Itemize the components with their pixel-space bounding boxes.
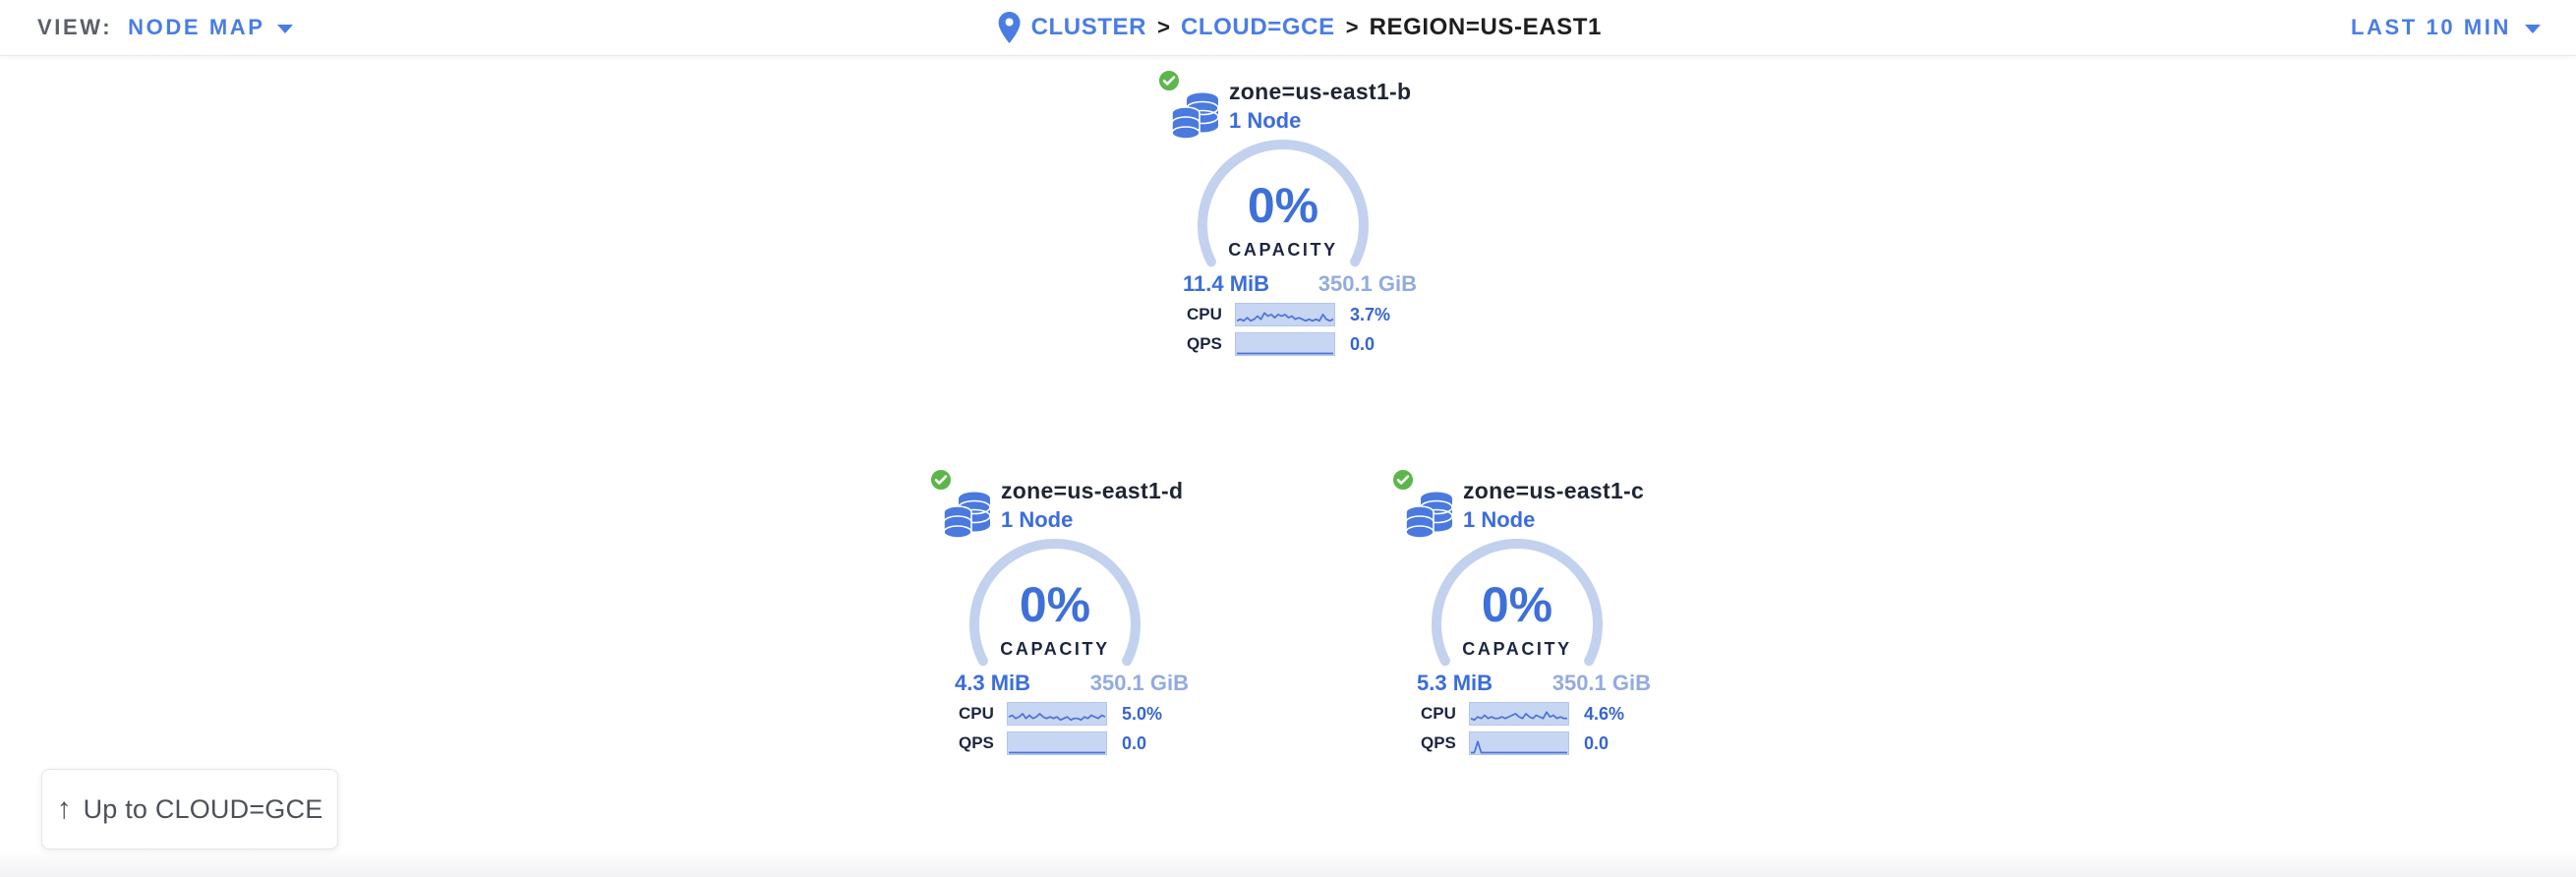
node-group-us-east1-b[interactable]: zone=us-east1-b 1 Node 0% CAPACITY 11.4 … xyxy=(1136,69,1431,374)
capacity-stats-row: 11.4 MiB 350.1 GiB xyxy=(1183,271,1417,297)
capacity-total: 350.1 GiB xyxy=(1317,271,1417,296)
node-count-link[interactable]: 1 Node xyxy=(1001,507,1074,532)
bottom-fade xyxy=(0,851,2576,877)
view-dropdown-button[interactable]: NODE MAP xyxy=(128,15,293,40)
cpu-value: 4.6% xyxy=(1584,703,1625,724)
cpu-value: 5.0% xyxy=(1122,703,1163,724)
qps-label: QPS xyxy=(1421,733,1456,752)
qps-sparkline-chart xyxy=(1469,731,1569,755)
dropdown-caret-icon xyxy=(2525,25,2541,33)
cpu-metric-row: CPU 3.7% xyxy=(1187,303,1423,326)
cpu-label: CPU xyxy=(1421,704,1456,723)
capacity-total: 350.1 GiB xyxy=(1551,671,1651,695)
zone-title: zone=us-east1-c xyxy=(1463,478,1645,503)
capacity-label: CAPACITY xyxy=(1462,639,1572,659)
qps-metric-row: QPS 0.0 xyxy=(1187,332,1423,356)
database-stack-icon xyxy=(944,486,993,545)
qps-sparkline-chart xyxy=(1007,731,1107,755)
breadcrumb-cloud-link[interactable]: CLOUD=GCE xyxy=(1180,14,1335,40)
database-stack-icon xyxy=(1172,87,1221,146)
cpu-metric-row: CPU 5.0% xyxy=(959,702,1195,726)
capacity-label: CAPACITY xyxy=(1000,639,1110,659)
dropdown-caret-icon xyxy=(276,25,293,33)
capacity-used: 11.4 MiB xyxy=(1183,271,1270,296)
capacity-stats-row: 4.3 MiB 350.1 GiB xyxy=(955,671,1189,696)
node-count-link[interactable]: 1 Node xyxy=(1229,108,1302,133)
capacity-used: 4.3 MiB xyxy=(955,671,1031,695)
capacity-label: CAPACITY xyxy=(1228,240,1338,260)
time-range-dropdown-button[interactable]: LAST 10 MIN xyxy=(2351,0,2541,55)
capacity-percent: 0% xyxy=(1481,577,1553,632)
qps-metric-row: QPS 0.0 xyxy=(1421,731,1657,755)
up-button-label: Up to CLOUD=GCE xyxy=(83,793,323,824)
cpu-sparkline-chart xyxy=(1007,702,1107,726)
node-count-link[interactable]: 1 Node xyxy=(1463,507,1536,532)
database-stack-icon xyxy=(1406,486,1455,545)
time-range-value: LAST 10 MIN xyxy=(2350,15,2511,39)
capacity-total: 350.1 GiB xyxy=(1089,671,1189,695)
topbar: VIEW: NODE MAP CLUSTER > CLOUD=GCE > REG… xyxy=(0,0,2576,56)
breadcrumb-current-region: REGION=US-EAST1 xyxy=(1369,14,1602,40)
cpu-metric-row: CPU 4.6% xyxy=(1421,702,1657,726)
qps-label: QPS xyxy=(1187,334,1222,353)
capacity-percent: 0% xyxy=(1247,178,1319,233)
zone-title: zone=us-east1-b xyxy=(1229,79,1412,104)
qps-label: QPS xyxy=(959,733,994,752)
node-map-canvas: zone=us-east1-b 1 Node 0% CAPACITY 11.4 … xyxy=(0,56,2576,877)
qps-value: 0.0 xyxy=(1350,333,1376,354)
view-label: VIEW: xyxy=(37,15,113,39)
view-dropdown-value: NODE MAP xyxy=(128,15,265,39)
capacity-percent: 0% xyxy=(1019,577,1091,632)
cpu-value: 3.7% xyxy=(1350,304,1391,324)
qps-value: 0.0 xyxy=(1584,732,1610,753)
cpu-sparkline-chart xyxy=(1235,303,1335,326)
up-arrow-icon: ↑ xyxy=(56,792,72,825)
cpu-label: CPU xyxy=(1187,305,1222,323)
qps-metric-row: QPS 0.0 xyxy=(959,731,1195,755)
node-group-us-east1-c[interactable]: zone=us-east1-c 1 Node 0% CAPACITY 5.3 M… xyxy=(1370,468,1665,773)
breadcrumb-separator: > xyxy=(1157,15,1170,39)
breadcrumb-separator: > xyxy=(1345,15,1359,39)
cpu-sparkline-chart xyxy=(1469,702,1569,726)
node-group-us-east1-d[interactable]: zone=us-east1-d 1 Node 0% CAPACITY 4.3 M… xyxy=(907,468,1202,773)
view-selector: VIEW: NODE MAP xyxy=(37,0,293,55)
qps-value: 0.0 xyxy=(1122,732,1147,753)
cpu-label: CPU xyxy=(959,704,994,723)
up-to-parent-button[interactable]: ↑ Up to CLOUD=GCE xyxy=(41,769,338,849)
location-pin-icon xyxy=(999,12,1021,43)
qps-sparkline-chart xyxy=(1235,332,1335,356)
capacity-used: 5.3 MiB xyxy=(1417,671,1493,695)
capacity-stats-row: 5.3 MiB 350.1 GiB xyxy=(1417,671,1651,696)
breadcrumb: CLUSTER > CLOUD=GCE > REGION=US-EAST1 xyxy=(999,0,1602,55)
zone-title: zone=us-east1-d xyxy=(1001,478,1184,503)
breadcrumb-cluster-link[interactable]: CLUSTER xyxy=(1030,14,1147,40)
